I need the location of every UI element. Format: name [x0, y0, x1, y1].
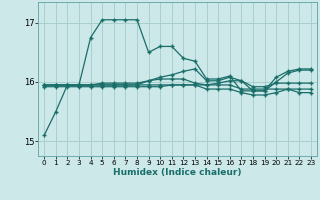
- X-axis label: Humidex (Indice chaleur): Humidex (Indice chaleur): [113, 168, 242, 177]
